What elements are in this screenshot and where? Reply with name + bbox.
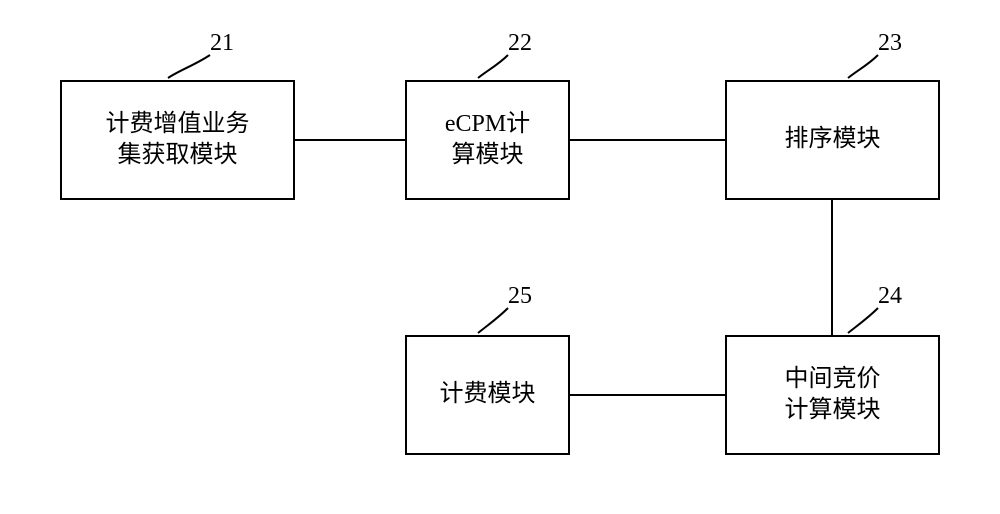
node-25-text: 计费模块: [440, 379, 536, 410]
leader-25: [478, 308, 508, 333]
node-21-billing-vas-acquisition: 计费增值业务集获取模块: [60, 80, 295, 200]
node-22-text: eCPM计算模块: [445, 109, 530, 171]
label-25: 25: [508, 283, 532, 310]
node-25-billing: 计费模块: [405, 335, 570, 455]
label-24: 24: [878, 283, 902, 310]
label-22: 22: [508, 30, 532, 57]
node-23-sorting: 排序模块: [725, 80, 940, 200]
leader-22: [478, 55, 508, 78]
leader-21: [168, 55, 210, 78]
label-21: 21: [210, 30, 234, 57]
node-23-text: 排序模块: [785, 124, 881, 155]
node-24-text: 中间竞价计算模块: [785, 364, 881, 426]
node-21-text: 计费增值业务集获取模块: [106, 109, 250, 171]
leader-23: [848, 55, 878, 78]
node-22-ecpm-calc: eCPM计算模块: [405, 80, 570, 200]
leader-24: [848, 308, 878, 333]
label-23: 23: [878, 30, 902, 57]
node-24-intermediate-bid-calc: 中间竞价计算模块: [725, 335, 940, 455]
